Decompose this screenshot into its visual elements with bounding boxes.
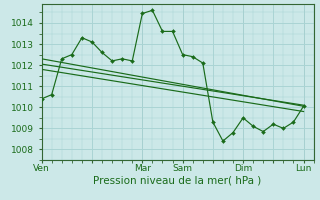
X-axis label: Pression niveau de la mer( hPa ): Pression niveau de la mer( hPa ) <box>93 176 262 186</box>
